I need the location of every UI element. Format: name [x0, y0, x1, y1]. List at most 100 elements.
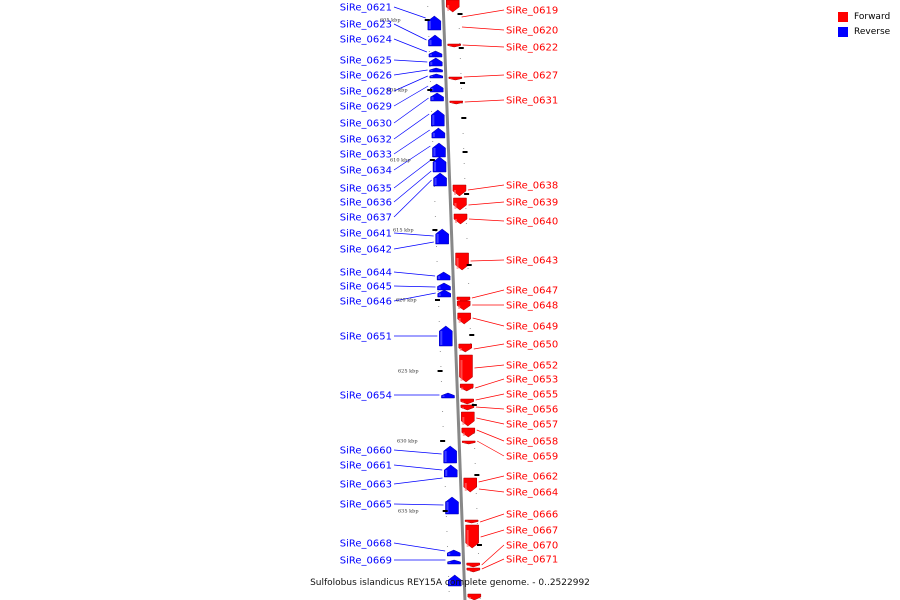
reverse-gene-block — [428, 50, 443, 58]
gene-highlight — [467, 570, 470, 571]
forward-gene-label: SiRe_0664 — [506, 488, 558, 499]
forward-gene-block — [447, 43, 461, 48]
reverse-gene-block — [429, 57, 443, 67]
gene-highlight — [457, 299, 460, 301]
gene-highlight — [432, 115, 435, 125]
forward-gene-block — [448, 76, 463, 81]
reverse-gene-label: SiRe_0646 — [340, 297, 392, 308]
reverse-gene-block — [437, 282, 451, 291]
scale-label: 605 kbp — [380, 18, 401, 24]
gene-labels: SiRe_0621 SiRe_0623 SiRe_0624 SiRe_0625 SiRe… — [340, 3, 558, 567]
reverse-swatch — [838, 26, 848, 37]
forward-gene-block — [466, 562, 480, 568]
forward-leader-line — [476, 440, 505, 457]
scale-tick — [434, 299, 440, 301]
reverse-gene-block — [435, 228, 449, 245]
forward-gene-label: SiRe_0671 — [506, 555, 558, 566]
reverse-leader-line — [393, 170, 432, 203]
guide-dot — [448, 576, 450, 577]
reverse-leader-line — [393, 542, 446, 552]
forward-gene-block — [445, 0, 460, 13]
guide-dot — [474, 448, 476, 449]
forward-leader-line — [461, 9, 505, 18]
forward-gene-block — [458, 343, 472, 353]
forward-gene-label: SiRe_0667 — [506, 526, 558, 537]
reverse-label: Reverse — [854, 26, 891, 37]
guide-dot — [439, 351, 441, 352]
forward-leader-line — [462, 44, 505, 48]
scale-label: 625 kbp — [398, 369, 419, 375]
gene-highlight — [461, 387, 464, 390]
guide-dot — [463, 163, 465, 164]
gene-highlight — [448, 553, 451, 555]
reverse-gene-block — [439, 325, 453, 347]
forward-gene-label: SiRe_0619 — [506, 6, 558, 17]
scale-tick — [466, 264, 472, 266]
label-leaders — [393, 6, 505, 570]
gene-highlight — [462, 432, 465, 436]
gene-highlight — [459, 348, 462, 351]
reverse-gene-block — [430, 92, 444, 102]
guide-dot — [446, 531, 448, 532]
guide-dot — [464, 178, 466, 179]
guide-dot — [460, 88, 462, 89]
forward-gene-block — [449, 100, 464, 105]
gene-highlight — [438, 286, 441, 289]
reverse-gene-label: SiRe_0644 — [340, 268, 392, 279]
reverse-leader-line — [393, 159, 432, 189]
guide-dot — [434, 216, 436, 217]
gene-highlight — [456, 258, 459, 269]
scale-tick — [458, 47, 464, 49]
scale-tick — [471, 404, 477, 406]
gene-highlight — [436, 234, 439, 243]
scale-tick — [474, 474, 480, 476]
guide-dot — [468, 283, 470, 284]
gene-highlight — [458, 305, 461, 309]
forward-leader-line — [475, 393, 505, 401]
forward-label: Forward — [854, 11, 891, 22]
reverse-gene-label: SiRe_0625 — [340, 56, 392, 67]
guide-dot — [438, 306, 440, 307]
gene-highlight — [449, 78, 452, 79]
legend-forward: Forward — [838, 9, 890, 24]
forward-gene-label: SiRe_0658 — [506, 437, 558, 448]
scale-tick — [440, 440, 446, 442]
scale-tick — [460, 82, 466, 84]
forward-gene-block — [466, 567, 481, 573]
guide-dot — [461, 103, 463, 104]
reverse-leader-line — [393, 85, 429, 107]
reverse-gene-block — [436, 271, 451, 281]
scale-label: 610 kbp — [390, 158, 411, 164]
forward-gene-block — [457, 312, 471, 325]
genome-caption: Sulfolobus islandicus REY15A complete ge… — [310, 578, 590, 588]
reverse-gene-label: SiRe_0668 — [340, 539, 392, 550]
guide-dot — [463, 148, 465, 149]
reverse-gene-label: SiRe_0641 — [340, 229, 392, 240]
scale-tick — [442, 510, 448, 512]
forward-gene-label: SiRe_0657 — [506, 420, 558, 431]
forward-gene-label: SiRe_0653 — [506, 375, 558, 386]
reverse-gene-label: SiRe_0661 — [340, 461, 392, 472]
reverse-gene-label: SiRe_0660 — [340, 446, 392, 457]
guide-dot — [440, 366, 442, 367]
reverse-leader-line — [393, 113, 430, 140]
reverse-gene-label: SiRe_0635 — [340, 184, 392, 195]
forward-gene-label: SiRe_0662 — [506, 472, 558, 483]
reverse-gene-label: SiRe_0642 — [340, 245, 392, 256]
reverse-gene-label: SiRe_0633 — [340, 150, 392, 161]
guide-dot — [469, 328, 471, 329]
guide-dot — [479, 598, 481, 599]
reverse-gene-label: SiRe_0630 — [340, 119, 392, 130]
reverse-gene-block — [441, 392, 455, 399]
reverse-gene-block — [429, 67, 443, 73]
gene-highlight — [434, 162, 437, 171]
forward-leader-line — [463, 74, 505, 78]
forward-leader-line — [473, 343, 505, 350]
scale-tick — [429, 159, 435, 161]
gene-highlight — [446, 502, 449, 513]
forward-leader-line — [475, 378, 505, 389]
forward-leader-line — [478, 475, 505, 483]
scale-tick — [424, 19, 430, 21]
reverse-leader-line — [393, 271, 436, 277]
gene-highlight — [444, 451, 447, 462]
